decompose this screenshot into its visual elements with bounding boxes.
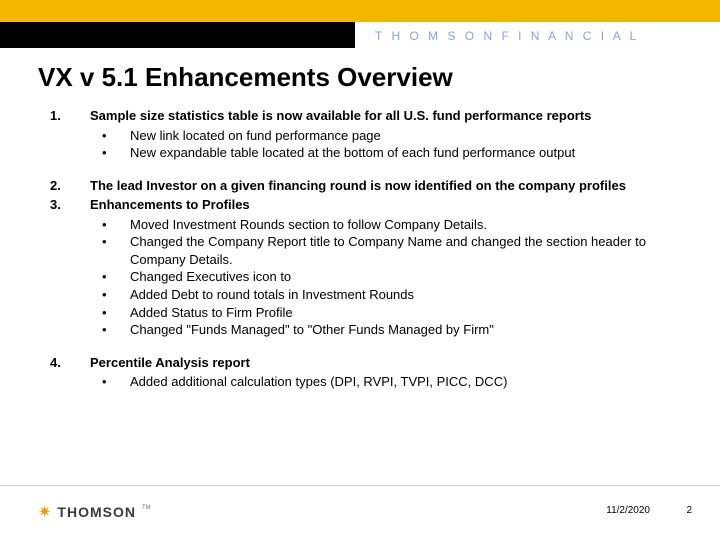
- item-lead: Percentile Analysis report: [90, 355, 670, 372]
- item-body: Enhancements to Profiles •Moved Investme…: [90, 197, 670, 339]
- brand-label: T H O M S O N F I N A N C I A L: [375, 29, 639, 43]
- trademark-label: TM: [142, 505, 151, 511]
- top-bar-black: [0, 22, 355, 48]
- footer-divider: [0, 485, 720, 486]
- bullet-text: Changed the Company Report title to Comp…: [130, 233, 670, 268]
- bullet-list: •Moved Investment Rounds section to foll…: [90, 216, 670, 339]
- item-body: Sample size statistics table is now avai…: [90, 108, 670, 162]
- bullet-dot-icon: •: [90, 268, 130, 286]
- bullet: •Added additional calculation types (DPI…: [90, 373, 670, 391]
- item-body: Percentile Analysis report •Added additi…: [90, 355, 670, 391]
- bullet-dot-icon: •: [90, 304, 130, 322]
- item-1: 1. Sample size statistics table is now a…: [50, 108, 670, 162]
- item-number: 1.: [50, 108, 90, 162]
- bullet-text: Changed "Funds Managed" to "Other Funds …: [130, 321, 670, 339]
- item-2: 2. The lead Investor on a given financin…: [50, 178, 670, 195]
- bullet: •Moved Investment Rounds section to foll…: [90, 216, 670, 234]
- bullet-text: Added Debt to round totals in Investment…: [130, 286, 670, 304]
- bullet-text: Moved Investment Rounds section to follo…: [130, 216, 670, 234]
- item-number: 4.: [50, 355, 90, 391]
- bullet: •Changed the Company Report title to Com…: [90, 233, 670, 268]
- top-bar: T H O M S O N F I N A N C I A L: [0, 0, 720, 48]
- bullet-text: Changed Executives icon to: [130, 268, 670, 286]
- footer-logo: ✷ THOMSON TM: [38, 502, 151, 522]
- bullet-list: •New link located on fund performance pa…: [90, 127, 670, 162]
- footer-date: 11/2/2020: [606, 505, 650, 516]
- bullet-dot-icon: •: [90, 321, 130, 339]
- bullet-text: Added Status to Firm Profile: [130, 304, 670, 322]
- slide: T H O M S O N F I N A N C I A L VX v 5.1…: [0, 0, 720, 540]
- logo-text: THOMSON: [57, 504, 136, 520]
- bullet-dot-icon: •: [90, 144, 130, 162]
- bullet: •Added Debt to round totals in Investmen…: [90, 286, 670, 304]
- bullet-dot-icon: •: [90, 233, 130, 268]
- item-number: 3.: [50, 197, 90, 339]
- bullet: •New link located on fund performance pa…: [90, 127, 670, 145]
- content-area: 1. Sample size statistics table is now a…: [50, 108, 670, 407]
- bullet-text: New link located on fund performance pag…: [130, 127, 670, 145]
- bullet-text: Added additional calculation types (DPI,…: [130, 373, 670, 391]
- bullet-text: New expandable table located at the bott…: [130, 144, 670, 162]
- item-body: The lead Investor on a given financing r…: [90, 178, 670, 195]
- item-3: 3. Enhancements to Profiles •Moved Inves…: [50, 197, 670, 339]
- bullet: •Added Status to Firm Profile: [90, 304, 670, 322]
- item-lead: The lead Investor on a given financing r…: [90, 178, 670, 195]
- bullet: •Changed "Funds Managed" to "Other Funds…: [90, 321, 670, 339]
- item-4: 4. Percentile Analysis report •Added add…: [50, 355, 670, 391]
- bullet-dot-icon: •: [90, 373, 130, 391]
- bullet: •New expandable table located at the bot…: [90, 144, 670, 162]
- page-number: 2: [686, 505, 692, 516]
- item-number: 2.: [50, 178, 90, 195]
- item-lead: Sample size statistics table is now avai…: [90, 108, 670, 125]
- bullet-dot-icon: •: [90, 216, 130, 234]
- bullet-dot-icon: •: [90, 127, 130, 145]
- bullet: •Changed Executives icon to: [90, 268, 670, 286]
- item-lead: Enhancements to Profiles: [90, 197, 670, 214]
- top-bar-yellow: [0, 0, 720, 22]
- star-icon: ✷: [38, 502, 51, 522]
- bullet-list: •Added additional calculation types (DPI…: [90, 373, 670, 391]
- slide-title: VX v 5.1 Enhancements Overview: [38, 62, 453, 93]
- bullet-dot-icon: •: [90, 286, 130, 304]
